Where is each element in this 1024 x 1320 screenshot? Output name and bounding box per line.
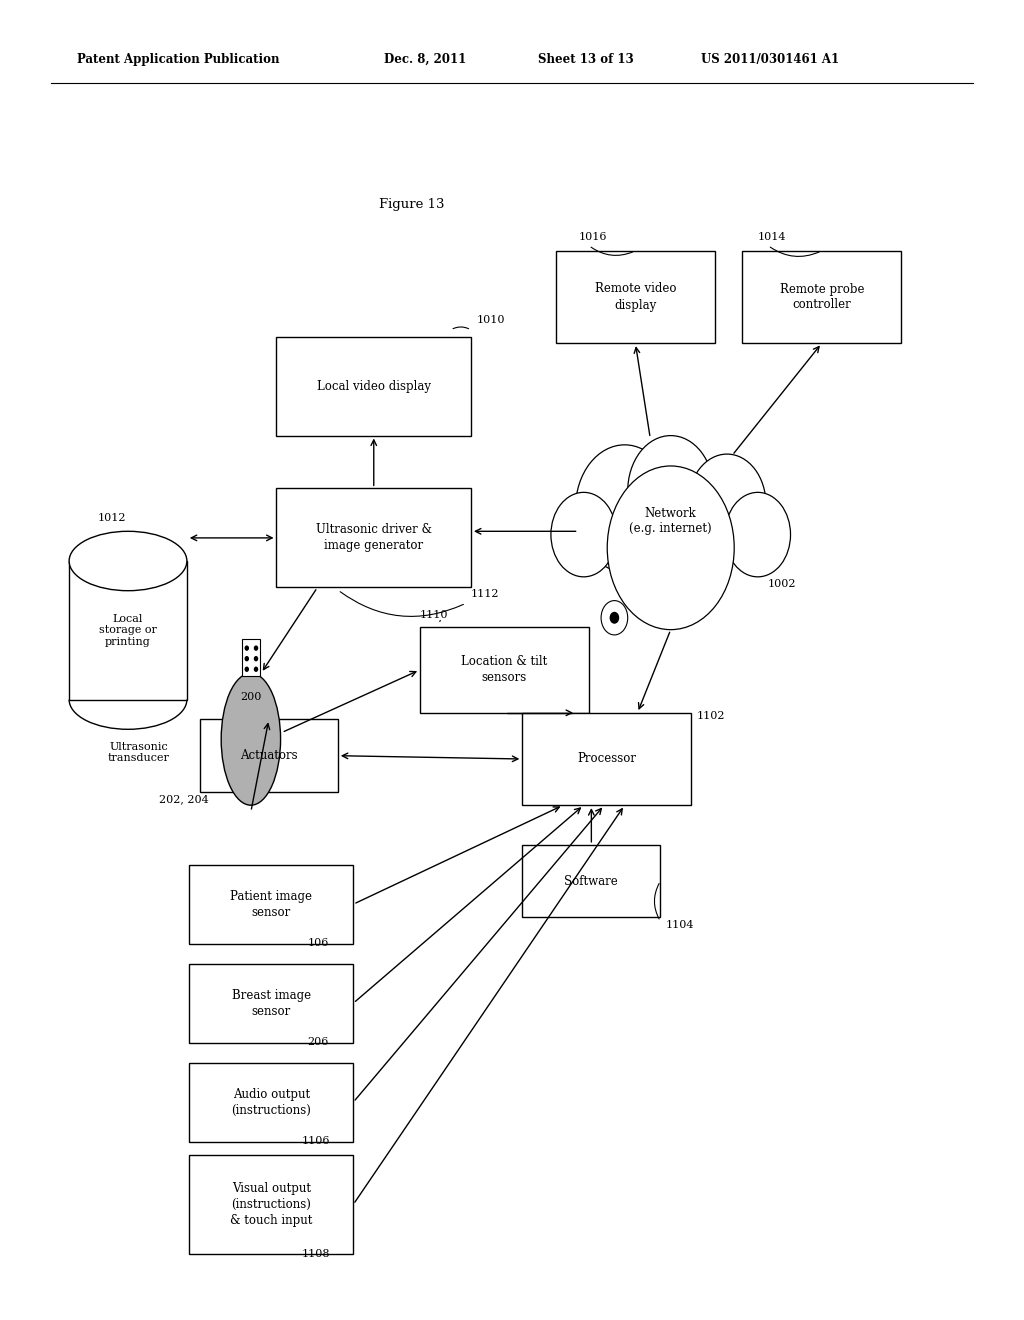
Text: 1012: 1012 [97, 513, 126, 524]
Bar [189, 964, 353, 1043]
Bar [522, 845, 660, 917]
Text: Breast image
sensor: Breast image sensor [231, 989, 311, 1018]
Text: Processor: Processor [578, 752, 636, 766]
Ellipse shape [221, 673, 281, 805]
Bar [189, 1063, 353, 1142]
Circle shape [254, 668, 258, 671]
Bar [522, 713, 691, 805]
Circle shape [607, 466, 734, 630]
Text: 1112: 1112 [471, 589, 500, 599]
Circle shape [254, 656, 258, 660]
Circle shape [551, 492, 616, 577]
Circle shape [725, 492, 791, 577]
Bar [189, 865, 353, 944]
Circle shape [575, 445, 674, 572]
Bar [276, 488, 471, 587]
Text: 1110: 1110 [420, 610, 449, 620]
Text: US 2011/0301461 A1: US 2011/0301461 A1 [701, 53, 840, 66]
Bar [556, 251, 715, 343]
Text: Ultrasonic driver &
image generator: Ultrasonic driver & image generator [315, 524, 432, 552]
Text: Local video display: Local video display [316, 380, 431, 392]
Bar [742, 251, 901, 343]
Circle shape [246, 668, 248, 671]
Text: Local
storage or
printing: Local storage or printing [99, 614, 157, 647]
Text: 1102: 1102 [696, 711, 725, 722]
Text: Patent Application Publication: Patent Application Publication [77, 53, 280, 66]
Text: Network
(e.g. internet): Network (e.g. internet) [630, 507, 712, 536]
Bar [189, 1155, 353, 1254]
Text: Software: Software [564, 875, 618, 887]
Circle shape [246, 656, 248, 660]
Ellipse shape [70, 532, 186, 591]
Text: 1106: 1106 [302, 1137, 331, 1147]
Text: 1014: 1014 [758, 232, 786, 243]
Text: 1016: 1016 [579, 232, 607, 243]
Text: 1010: 1010 [476, 315, 505, 326]
Bar [276, 337, 471, 436]
Text: Dec. 8, 2011: Dec. 8, 2011 [384, 53, 466, 66]
Bar [420, 627, 589, 713]
Text: Remote probe
controller: Remote probe controller [779, 282, 864, 312]
Text: Location & tilt
sensors: Location & tilt sensors [461, 656, 548, 684]
Circle shape [628, 436, 714, 546]
Text: 206: 206 [307, 1038, 329, 1048]
Text: Ultrasonic
transducer: Ultrasonic transducer [108, 742, 169, 763]
Bar [70, 561, 186, 700]
Circle shape [688, 454, 766, 554]
Text: 1108: 1108 [302, 1249, 331, 1259]
Text: Remote video
display: Remote video display [595, 282, 676, 312]
Text: 1002: 1002 [768, 579, 797, 590]
Text: Sheet 13 of 13: Sheet 13 of 13 [538, 53, 634, 66]
Text: Patient image
sensor: Patient image sensor [230, 890, 312, 919]
Bar [242, 639, 260, 676]
Circle shape [246, 645, 248, 651]
Text: Actuators: Actuators [240, 750, 298, 762]
Text: 1104: 1104 [666, 920, 694, 931]
Text: 106: 106 [307, 939, 329, 949]
Text: Figure 13: Figure 13 [379, 198, 444, 211]
Text: 202, 204: 202, 204 [159, 795, 209, 805]
Circle shape [610, 612, 618, 623]
Circle shape [601, 601, 628, 635]
Bar [200, 719, 338, 792]
Circle shape [254, 645, 258, 651]
Text: Audio output
(instructions): Audio output (instructions) [231, 1088, 311, 1117]
Text: Visual output
(instructions)
& touch input: Visual output (instructions) & touch inp… [230, 1181, 312, 1228]
Text: 200: 200 [241, 692, 262, 702]
